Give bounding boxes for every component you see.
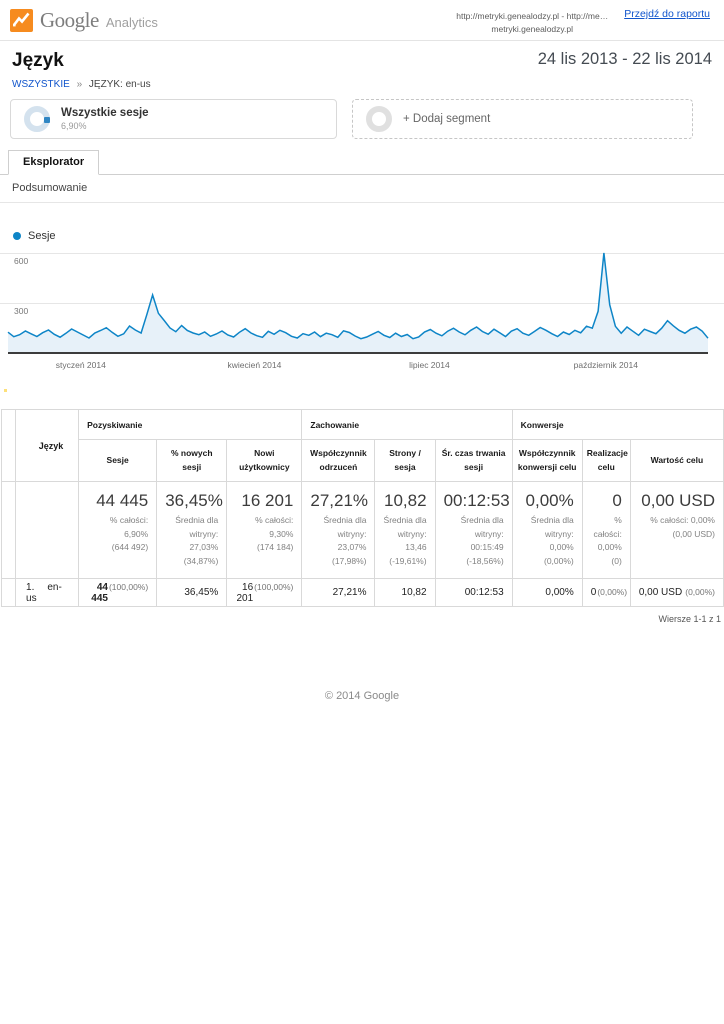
column-header-goal-completions[interactable]: Realizacje celu xyxy=(581,439,631,482)
summary-checkbox-cell xyxy=(0,480,17,580)
legend-label: Sesje xyxy=(28,230,56,242)
row-index: 1. xyxy=(26,581,35,593)
x-axis-ticks: styczeń 2014 kwiecień 2014 lipiec 2014 p… xyxy=(0,358,724,376)
x-tick-april: kwiecień 2014 xyxy=(227,360,282,370)
summary-row: 44 445% całości: 6,90% (644 492) 36,45% Ś… xyxy=(0,480,724,580)
x-tick-january: styczeń 2014 xyxy=(55,360,106,370)
checkbox-column-header[interactable] xyxy=(0,409,17,482)
group-header-acquisition: Pozyskiwanie xyxy=(78,409,303,440)
page-title: Język xyxy=(12,50,64,71)
sessions-line-chart: 600 300 xyxy=(0,252,724,354)
legend-dot-icon xyxy=(13,232,21,240)
subtab-summary[interactable]: Podsumowanie xyxy=(12,182,88,194)
stray-pixel-artifact xyxy=(4,389,7,392)
x-tick-july: lipiec 2014 xyxy=(409,360,450,370)
row-language: en-us xyxy=(26,581,62,604)
summary-dimension-cell xyxy=(15,480,80,580)
row-checkbox-cell[interactable] xyxy=(0,578,17,608)
summary-sessions: 44 445% całości: 6,90% (644 492) xyxy=(78,480,158,580)
go-to-report-link[interactable]: Przejdź do raportu xyxy=(624,8,710,20)
brand-name: Google xyxy=(40,8,99,32)
summary-goal-completions: 0% całości: 0,00% (0) xyxy=(581,480,631,580)
column-header-goal-value[interactable]: Wartość celu xyxy=(629,439,724,482)
summary-goal-conversion-rate: 0,00% Średnia dla witryny: 0,00% (0,00%) xyxy=(511,480,583,580)
product-name: Analytics xyxy=(105,15,158,30)
segment-donut-icon xyxy=(24,106,50,132)
analytics-logo-icon xyxy=(10,9,33,32)
column-header-goal-conversion-rate[interactable]: Współczynnik konwersji celu xyxy=(511,439,583,482)
column-header-language[interactable]: Język xyxy=(15,409,80,482)
x-tick-october: październik 2014 xyxy=(573,360,638,370)
column-header-bounce-rate[interactable]: Współczynnik odrzuceń xyxy=(301,439,376,482)
date-range[interactable]: 24 lis 2013 - 22 lis 2014 xyxy=(537,50,712,68)
add-segment-donut-icon xyxy=(366,106,392,132)
column-header-new-users[interactable]: Nowi użytkownicy xyxy=(226,439,303,482)
y-axis-label-300: 300 xyxy=(14,306,29,316)
summary-pages-per-session: 10,82 Średnia dla witryny: 13,46 (-19,61%… xyxy=(374,480,436,580)
segment-label: Wszystkie sesje xyxy=(61,107,149,119)
table-row: 1. en-us 44 445 (100,00%) 36,45% 16 201 (10… xyxy=(0,578,724,608)
cell-new-users: 16 201 (100,00%) xyxy=(226,578,303,608)
tab-explorer[interactable]: Eksplorator xyxy=(8,150,100,175)
column-header-new-sessions-pct[interactable]: % nowych sesji xyxy=(156,439,228,482)
gridline-600 xyxy=(0,253,724,254)
y-axis-label-600: 600 xyxy=(14,256,29,266)
cell-new-sessions-pct: 36,45% xyxy=(156,578,228,608)
chart-legend: Sesje xyxy=(0,230,724,242)
breadcrumb-all-link[interactable]: WSZYSTKIE xyxy=(12,79,70,90)
cell-sessions: 44 445 (100,00%) xyxy=(78,578,158,608)
language-report-table: Język Pozyskiwanie Zachowanie Konwersje … xyxy=(0,409,724,608)
x-axis-line xyxy=(8,352,708,354)
gridline-300 xyxy=(0,303,724,304)
cell-goal-completions: 0 (0,00%) xyxy=(581,578,631,608)
group-header-behavior: Zachowanie xyxy=(301,409,513,440)
segment-percent: 6,90% xyxy=(61,121,87,131)
summary-new-sessions-pct: 36,45% Średnia dla witryny: 27,03% (34,87… xyxy=(156,480,228,580)
google-analytics-logo: Google Analytics xyxy=(10,8,158,33)
source-url-line1: http://metryki.genealodzy.pl - http://me… xyxy=(456,11,609,21)
column-header-avg-session-duration[interactable]: Śr. czas trwania sesji xyxy=(434,439,513,482)
tab-bar: Eksplorator xyxy=(0,150,724,175)
summary-goal-value: 0,00 USD% całości: 0,00% (0,00 USD) xyxy=(629,480,724,580)
cell-goal-value: 0,00 USD (0,00%) xyxy=(629,578,724,608)
column-header-pages-per-session[interactable]: Strony / sesja xyxy=(374,439,436,482)
report-source-urls: http://metryki.genealodzy.pl - http://me… xyxy=(456,8,608,36)
breadcrumb-current: JĘZYK: en-us xyxy=(88,79,151,90)
breadcrumb: WSZYSTKIE » JĘZYK: en-us xyxy=(0,72,724,90)
row-language-cell: 1. en-us xyxy=(15,578,80,608)
sessions-chart-section: Sesje 600 300 styczeń 2014 kwiecień 2014… xyxy=(0,230,724,376)
cell-pages-per-session: 10,82 xyxy=(374,578,436,608)
summary-avg-session-duration: 00:12:53 Średnia dla witryny: 00:15:49 (-… xyxy=(434,480,513,580)
top-bar: Google Analytics http://metryki.genealod… xyxy=(0,0,724,41)
cell-goal-conversion-rate: 0,00% xyxy=(511,578,583,608)
segment-all-sessions[interactable]: Wszystkie sesje 6,90% xyxy=(10,99,337,139)
group-header-conversions: Konwersje xyxy=(511,409,724,440)
column-header-sessions[interactable]: Sesje xyxy=(78,439,158,482)
copyright-footer: © 2014 Google xyxy=(324,690,400,703)
source-url-line2: metryki.genealodzy.pl xyxy=(491,24,573,34)
cell-avg-session-duration: 00:12:53 xyxy=(434,578,513,608)
add-segment-button[interactable]: + Dodaj segment xyxy=(352,99,693,139)
rows-pagination-info: Wiersze 1-1 z 1 xyxy=(658,614,721,625)
summary-bounce-rate: 27,21% Średnia dla witryny: 23,07% (17,98… xyxy=(301,480,376,580)
add-segment-label: + Dodaj segment xyxy=(403,113,491,125)
sessions-series-svg xyxy=(7,252,709,353)
breadcrumb-separator: » xyxy=(76,79,83,90)
summary-new-users: 16 201% całości: 9,30% (174 184) xyxy=(226,480,303,580)
cell-bounce-rate: 27,21% xyxy=(301,578,376,608)
